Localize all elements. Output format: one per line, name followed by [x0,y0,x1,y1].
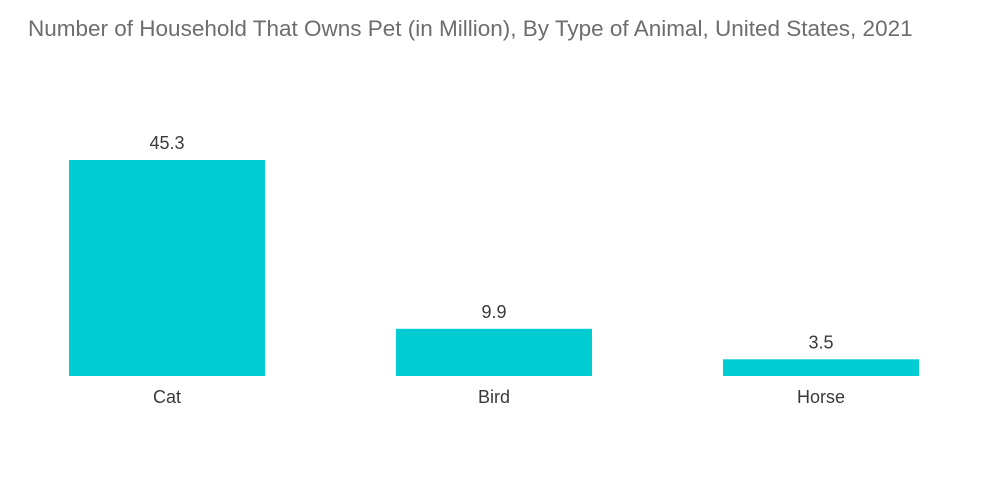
value-labels-group: 45.3 9.9 3.5 [149,133,833,352]
category-label-horse: Horse [797,387,845,407]
bar-bird [396,328,592,376]
chart-title: Number of Household That Owns Pet (in Mi… [28,16,913,41]
value-label-cat: 45.3 [149,133,184,153]
category-labels-group: Cat Bird Horse [153,387,845,407]
bar-horse [723,359,919,376]
value-label-bird: 9.9 [481,302,506,322]
category-label-bird: Bird [478,387,510,407]
value-label-horse: 3.5 [808,332,833,352]
bars-group [69,160,919,376]
bar-cat [69,160,265,376]
category-label-cat: Cat [153,387,181,407]
